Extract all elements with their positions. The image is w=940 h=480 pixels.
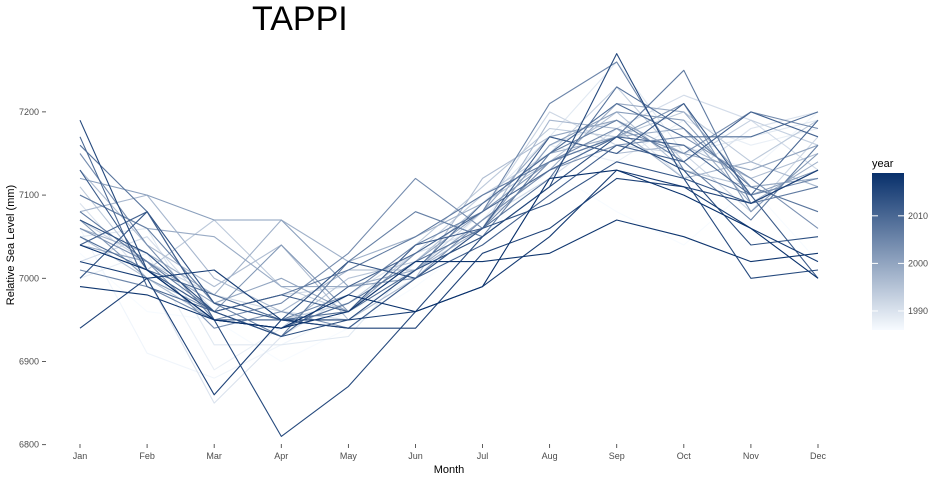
series-line-1986	[79, 169, 819, 363]
x-tick-label: Sep	[609, 451, 625, 461]
x-axis: Jan Feb Mar Apr May Jun Jul Aug Sep Oct Nov Dec	[73, 444, 827, 461]
legend-tick-label: 1990	[908, 306, 928, 316]
series-line-1990	[79, 111, 819, 404]
x-axis-title: Month	[434, 464, 465, 476]
x-tick-label: May	[340, 451, 358, 461]
year-legend: year 1990 2000 2010	[872, 158, 928, 330]
y-axis: 6800 6900 7000 7100 7200	[19, 107, 46, 450]
series-line-2018	[79, 219, 819, 329]
x-tick-label: Nov	[743, 451, 760, 461]
y-tick-label: 7000	[19, 273, 39, 283]
series-line-2019	[79, 169, 819, 329]
legend-tick-label: 2010	[908, 211, 928, 221]
legend-title: year	[872, 158, 894, 170]
y-tick-label: 7100	[19, 190, 39, 200]
legend-ticks: 1990 2000 2010	[872, 211, 928, 316]
x-tick-label: Jan	[73, 451, 88, 461]
series-line-2014	[79, 136, 819, 338]
x-tick-label: Apr	[274, 451, 288, 461]
series-line-2008	[79, 86, 819, 329]
x-tick-label: Aug	[542, 451, 558, 461]
series-line-2005	[79, 61, 819, 321]
series-line-2016	[79, 169, 819, 396]
y-tick-label: 6800	[19, 440, 39, 450]
y-axis-title: Relative Sea Level (mm)	[5, 185, 17, 305]
x-tick-label: Mar	[206, 451, 222, 461]
y-tick-label: 7200	[19, 107, 39, 117]
series-line-1992	[79, 111, 819, 321]
x-tick-label: Oct	[677, 451, 692, 461]
x-tick-label: Dec	[810, 451, 827, 461]
series-layer	[79, 53, 819, 437]
series-line-1999	[79, 103, 819, 288]
series-line-2012	[79, 103, 819, 313]
y-tick-label: 6900	[19, 356, 39, 366]
chart-title: TAPPI	[252, 0, 348, 38]
series-line-2003	[79, 136, 819, 329]
x-tick-label: Jul	[477, 451, 489, 461]
series-line-2007	[79, 69, 819, 313]
legend-tick-label: 2000	[908, 258, 928, 268]
x-tick-label: Feb	[139, 451, 155, 461]
x-tick-label: Jun	[408, 451, 423, 461]
legend-colorbar	[872, 173, 904, 330]
